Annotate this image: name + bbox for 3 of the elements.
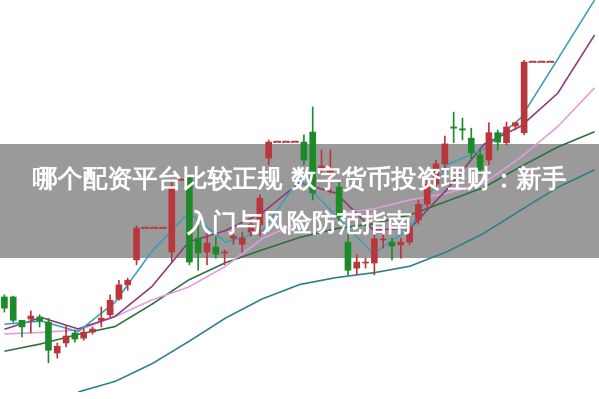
candlestick [459,118,466,140]
candlestick [388,238,396,260]
candlestick [362,258,369,268]
